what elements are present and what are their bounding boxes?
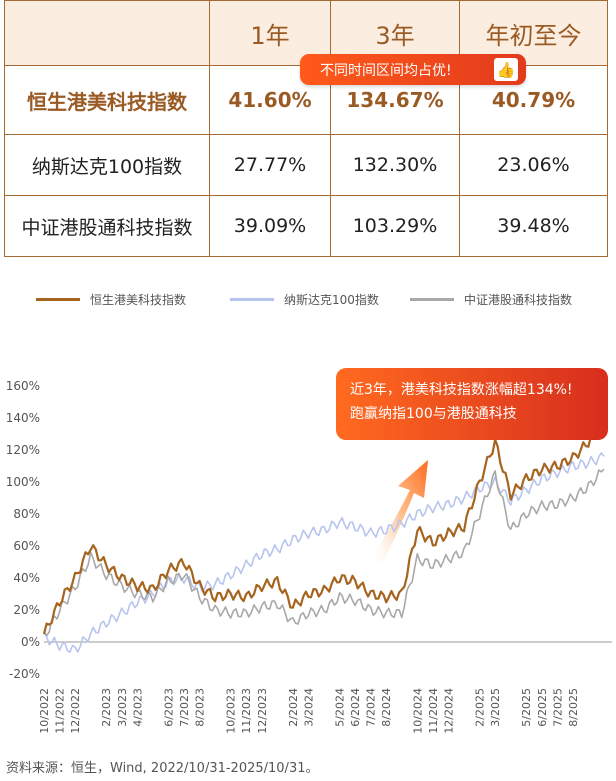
table-header-1y: 1年 xyxy=(209,0,331,66)
x-tick-label: 7/2025 xyxy=(551,688,564,727)
table-badge-text: 不同时间区间均占优! xyxy=(320,62,452,79)
legend-label: 纳斯达克100指数 xyxy=(284,293,379,307)
table-cell: 39.48% xyxy=(459,195,608,257)
legend-item-hk-us: 恒生港美科技指数 xyxy=(36,291,186,308)
source-note: 资料来源：恒生，Wind, 2022/10/31-2025/10/31。 xyxy=(6,761,319,776)
line-chart: 160% 140% 120% 100% 80% 60% 40% 20% 0% -20% 10/202… xyxy=(6,379,612,734)
table-row-name: 恒生港美科技指数 xyxy=(4,65,210,135)
table-cell: 132.30% xyxy=(330,134,460,196)
x-tick-label: 6/2024 xyxy=(349,688,362,727)
x-tick-label: 11/2023 xyxy=(240,688,253,734)
table-cell: 103.29% xyxy=(330,195,460,257)
x-tick-label: 12/2023 xyxy=(256,688,269,734)
performance-table: 1年 3年 年初至今 恒生港美科技指数 41.60% 134.67% 40.79… xyxy=(4,0,608,257)
series-line-0 xyxy=(42,419,605,635)
y-tick-label: 80% xyxy=(13,507,40,521)
x-tick-label: 4/2023 xyxy=(131,688,144,727)
x-tick-label: 5/2025 xyxy=(520,688,533,727)
x-tick-label: 11/2024 xyxy=(427,688,440,734)
x-tick-label: 2/2025 xyxy=(474,688,487,727)
chart-legend: 恒生港美科技指数 纳斯达克100指数 中证港股通科技指数 xyxy=(0,291,616,311)
y-tick-label: -20% xyxy=(9,667,40,681)
legend-item-csi: 中证港股通科技指数 xyxy=(410,291,572,308)
x-tick-label: 11/2022 xyxy=(54,688,67,734)
x-tick-label: 12/2022 xyxy=(69,688,82,734)
legend-swatch xyxy=(36,298,80,301)
x-tick-label: 8/2024 xyxy=(380,688,393,727)
callout-line1: 近3年，港美科技指数涨幅超134%! xyxy=(350,382,573,398)
x-tick-label: 10/2024 xyxy=(411,688,424,734)
y-tick-label: 20% xyxy=(13,603,40,617)
y-tick-label: 60% xyxy=(13,539,40,553)
x-tick-label: 10/2022 xyxy=(38,688,51,734)
x-tick-label: 8/2025 xyxy=(567,688,580,727)
table-badge: 不同时间区间均占优! 👍 xyxy=(300,54,526,85)
x-tick-label: 2/2024 xyxy=(287,688,300,727)
x-tick-label: 8/2023 xyxy=(194,688,207,727)
table-row-name: 纳斯达克100指数 xyxy=(4,134,210,196)
table-header-corner xyxy=(4,0,210,66)
x-tick-label: 7/2024 xyxy=(365,688,378,727)
table-row-name: 中证港股通科技指数 xyxy=(4,195,210,257)
x-tick-label: 6/2023 xyxy=(162,688,175,727)
x-tick-label: 7/2023 xyxy=(178,688,191,727)
x-tick-label: 3/2025 xyxy=(489,688,502,727)
legend-swatch xyxy=(230,298,274,301)
x-tick-label: 3/2024 xyxy=(302,688,315,727)
x-tick-label: 5/2024 xyxy=(334,688,347,727)
table-cell: 23.06% xyxy=(459,134,608,196)
legend-label: 恒生港美科技指数 xyxy=(90,293,187,307)
x-tick-label: 12/2024 xyxy=(442,688,455,734)
x-tick-label: 2/2023 xyxy=(100,688,113,727)
y-tick-label: 140% xyxy=(6,411,40,425)
table-cell: 39.09% xyxy=(209,195,331,257)
x-tick-label: 10/2023 xyxy=(225,688,238,734)
y-tick-label: 120% xyxy=(6,443,40,457)
y-tick-label: 0% xyxy=(21,635,40,649)
x-tick-label: 3/2023 xyxy=(116,688,129,727)
table-cell: 27.77% xyxy=(209,134,331,196)
callout-line2: 跑赢纳指100与港股通科技 xyxy=(350,406,517,422)
highlight-callout: 近3年，港美科技指数涨幅超134%! 跑赢纳指100与港股通科技 xyxy=(336,368,608,440)
legend-item-nasdaq: 纳斯达克100指数 xyxy=(230,291,379,308)
legend-label: 中证港股通科技指数 xyxy=(464,293,573,307)
y-tick-label: 40% xyxy=(13,571,40,585)
y-tick-label: 160% xyxy=(6,379,40,393)
trend-arrow-icon xyxy=(372,460,428,565)
y-tick-label: 100% xyxy=(6,475,40,489)
legend-swatch xyxy=(410,298,454,301)
series-line-1 xyxy=(43,452,605,654)
thumbs-up-icon: 👍 xyxy=(494,58,518,81)
x-tick-label: 6/2025 xyxy=(536,688,549,727)
